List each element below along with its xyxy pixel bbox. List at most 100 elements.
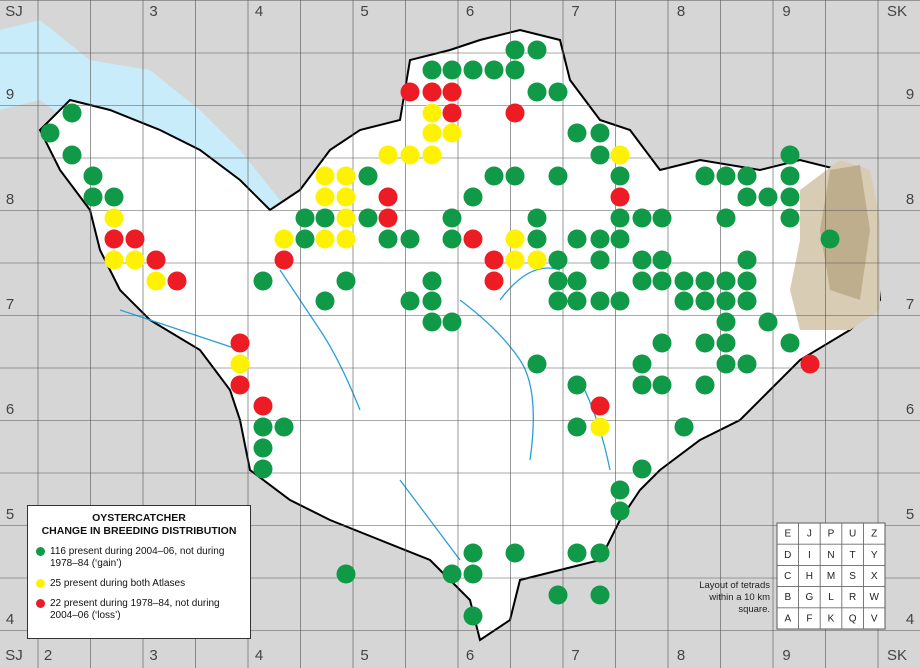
tetrad-dot	[400, 82, 420, 102]
key-letter: Q	[849, 613, 857, 624]
legend-item: 116 present during 2004–06, not during 1…	[28, 546, 250, 570]
key-letter: U	[849, 529, 856, 540]
tetrad-dot	[590, 250, 610, 270]
key-letter: V	[871, 613, 878, 624]
tetrad-dot	[527, 208, 547, 228]
tetrad-dot	[484, 166, 504, 186]
tetrad-dot	[104, 250, 124, 270]
tetrad-dot	[442, 60, 462, 80]
grid-label: 5	[906, 506, 914, 523]
tetrad-dot	[315, 208, 335, 228]
tetrad-dot	[674, 291, 694, 311]
tetrad-dot	[716, 312, 736, 332]
tetrad-dot	[505, 103, 525, 123]
tetrad-dot	[737, 187, 757, 207]
grid-label: 9	[6, 86, 14, 103]
tetrad-dot	[590, 417, 610, 437]
grid-label: 3	[149, 3, 157, 20]
key-box	[776, 522, 886, 630]
key-letter: C	[784, 571, 791, 582]
tetrad-dot	[336, 229, 356, 249]
tetrad-dot	[463, 60, 483, 80]
tetrad-dot	[632, 250, 652, 270]
tetrad-dot	[590, 543, 610, 563]
key-letter: T	[850, 550, 856, 561]
grid-label: 5	[6, 506, 14, 523]
upland-high	[820, 165, 870, 300]
tetrad-dot	[484, 60, 504, 80]
tetrad-dot	[422, 145, 442, 165]
tetrad-dot	[253, 438, 273, 458]
tetrad-dot	[400, 291, 420, 311]
tetrad-dot	[632, 375, 652, 395]
tetrad-dot	[632, 354, 652, 374]
grid-label: 7	[906, 296, 914, 313]
legend-item: 25 present during both Atlases	[28, 578, 250, 590]
key-letter: H	[806, 571, 813, 582]
tetrad-dot	[295, 229, 315, 249]
tetrad-dot	[780, 208, 800, 228]
tetrad-dot	[422, 60, 442, 80]
tetrad-dot	[548, 82, 568, 102]
key-letter: P	[828, 529, 835, 540]
tetrad-dot	[632, 459, 652, 479]
key-letter: E	[784, 529, 791, 540]
tetrad-dot	[567, 543, 587, 563]
tetrad-dot	[716, 208, 736, 228]
tetrad-dot	[422, 82, 442, 102]
tetrad-dot	[527, 250, 547, 270]
tetrad-dot	[378, 145, 398, 165]
key-letter: B	[784, 592, 791, 603]
grid-label: SK	[887, 647, 907, 664]
legend-text: 25 present during both Atlases	[50, 578, 186, 589]
tetrad-dot	[146, 271, 166, 291]
tetrad-dot	[674, 271, 694, 291]
tetrad-dot	[610, 291, 630, 311]
key-letter: F	[806, 613, 812, 624]
tetrad-dot	[442, 123, 462, 143]
tetrad-dot	[336, 564, 356, 584]
tetrad-dot	[527, 40, 547, 60]
tetrad-dot	[548, 291, 568, 311]
grid-label: 4	[255, 647, 263, 664]
tetrad-dot	[378, 187, 398, 207]
tetrad-dot	[737, 271, 757, 291]
key-letter: N	[827, 550, 834, 561]
tetrad-dot	[820, 229, 840, 249]
key-letter: G	[806, 592, 814, 603]
tetrad-dot	[104, 208, 124, 228]
tetrad-dot	[610, 145, 630, 165]
tetrad-dot	[274, 229, 294, 249]
tetrad-dot	[505, 250, 525, 270]
tetrad-dot	[253, 459, 273, 479]
tetrad-dot	[442, 312, 462, 332]
tetrad-dot	[590, 585, 610, 605]
tetrad-dot	[505, 60, 525, 80]
legend-item: 22 present during 1978–84, not during 20…	[28, 598, 250, 622]
tetrad-dot	[610, 229, 630, 249]
key-letter: S	[849, 571, 856, 582]
tetrad-dot	[336, 187, 356, 207]
tetrad-dot	[442, 208, 462, 228]
tetrad-dot	[758, 312, 778, 332]
legend-text: 116 present during 2004–06, not during 1…	[50, 546, 225, 569]
tetrad-dot	[716, 271, 736, 291]
tetrad-dot	[695, 271, 715, 291]
tetrad-dot	[104, 229, 124, 249]
key-letter: R	[849, 592, 856, 603]
legend-title: OYSTERCATCHER	[92, 512, 186, 524]
tetrad-dot	[315, 229, 335, 249]
tetrad-dot	[505, 40, 525, 60]
key-letter: D	[784, 550, 791, 561]
tetrad-dot	[590, 291, 610, 311]
tetrad-dot	[716, 354, 736, 374]
county	[38, 28, 882, 642]
legend-title: CHANGE IN BREEDING DISTRIBUTION	[41, 525, 237, 537]
grid-label: SK	[887, 3, 907, 20]
grid-label: 2	[44, 647, 52, 664]
grid-label: 8	[677, 647, 685, 664]
grid-label: 9	[782, 647, 790, 664]
tetrad-dot	[716, 166, 736, 186]
